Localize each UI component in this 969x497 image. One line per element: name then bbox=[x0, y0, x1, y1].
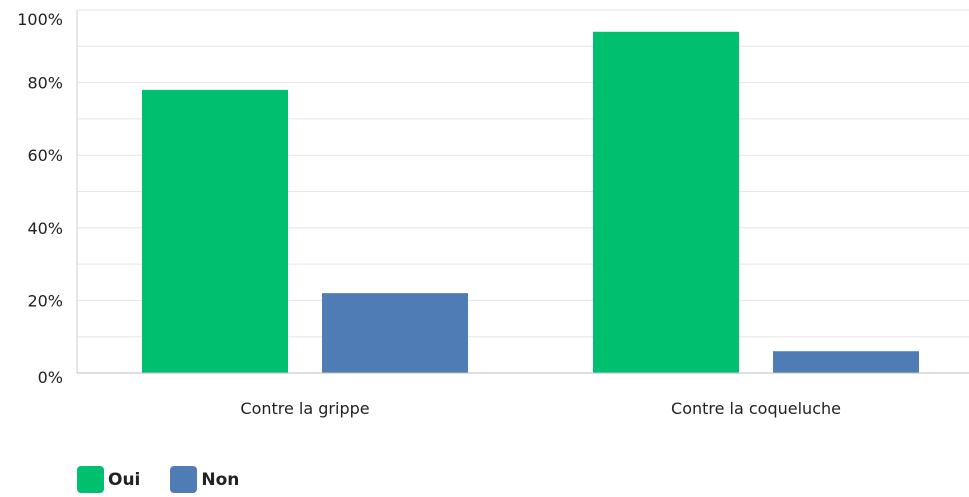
y-tick-label: 20% bbox=[27, 291, 63, 310]
bar-oui-2 bbox=[593, 31, 739, 374]
legend-label-oui: Oui bbox=[108, 469, 141, 490]
bars bbox=[142, 31, 919, 374]
legend-label-non: Non bbox=[201, 469, 240, 490]
y-tick-label: 100% bbox=[17, 10, 63, 29]
legend-swatch-oui bbox=[77, 466, 104, 493]
bar-non-1 bbox=[322, 293, 468, 373]
bar-non-2 bbox=[773, 351, 919, 373]
legend-item-oui: Oui bbox=[77, 466, 140, 493]
x-axis-categories: Contre la grippe Contre la coqueluche bbox=[240, 399, 841, 418]
y-tick-label: 60% bbox=[27, 146, 63, 165]
y-tick-label: 0% bbox=[38, 368, 63, 387]
bar-oui-1 bbox=[142, 89, 288, 374]
y-tick-label: 80% bbox=[27, 74, 63, 93]
legend-item-non: Non bbox=[170, 466, 239, 493]
x-category-label: Contre la coqueluche bbox=[671, 399, 841, 418]
legend: Oui Non bbox=[77, 466, 269, 493]
legend-swatch-non bbox=[170, 466, 198, 493]
y-tick-label: 40% bbox=[27, 219, 63, 238]
bar-chart: 0%20%40%60%80%100% Contre la grippe Contr… bbox=[17, 9, 969, 418]
y-axis-ticks: 0% 20% 40% 60% 80% 100% bbox=[17, 10, 63, 387]
x-category-label: Contre la grippe bbox=[240, 399, 369, 418]
